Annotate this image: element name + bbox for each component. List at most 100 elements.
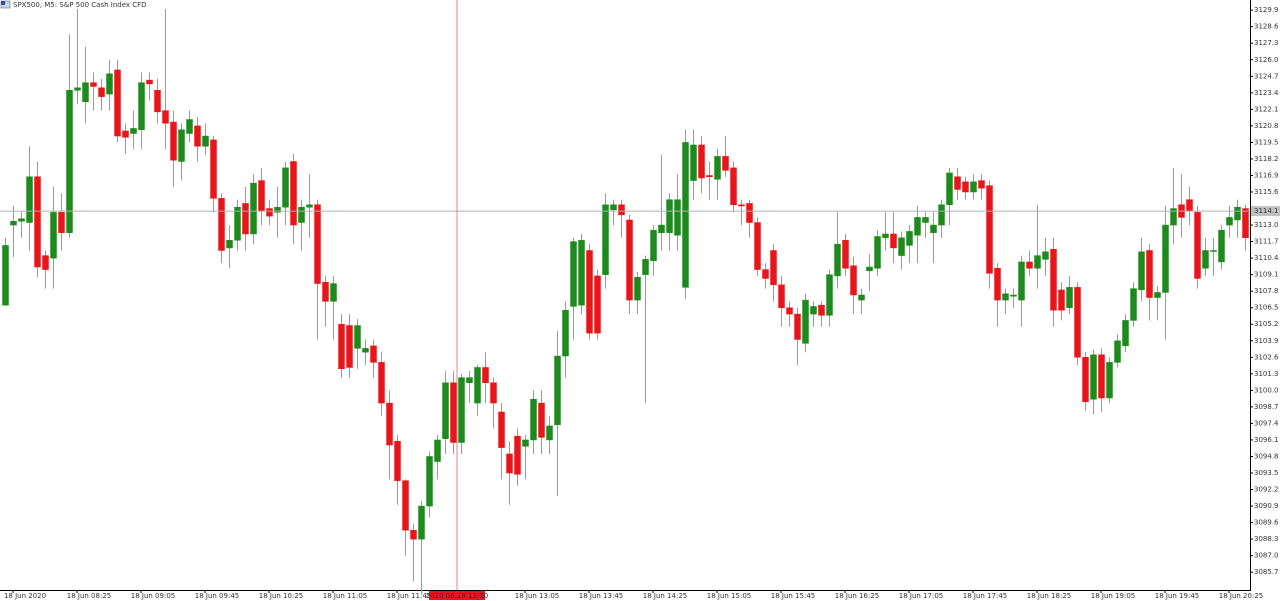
candle-body [130, 128, 137, 134]
candle-body [138, 82, 145, 130]
candle-body [1234, 207, 1241, 221]
x-tick-label: 18 Jun 2020 [4, 592, 46, 600]
x-tick-label: 18 Jun 15:05 [707, 592, 751, 600]
y-tick-label: 3111.7 [1254, 238, 1279, 246]
candle-body [274, 207, 281, 213]
candle-body [1202, 250, 1209, 269]
candle-body [266, 208, 273, 217]
candle-body [434, 439, 441, 462]
candle-body [570, 241, 577, 307]
candle-body [786, 307, 793, 315]
crosshair-label: 2020.06.18 12:20 [426, 592, 488, 600]
candle-body [706, 175, 713, 177]
candle-body [1130, 288, 1137, 321]
candle-body [90, 82, 97, 87]
candle-body [226, 240, 233, 249]
candle-body [306, 204, 313, 208]
x-tick-label: 18 Jun 13:05 [515, 592, 559, 600]
candle-body [1026, 261, 1033, 269]
candle-body [1226, 217, 1233, 226]
candle-body [1218, 229, 1225, 263]
y-tick-label: 3122.1 [1254, 105, 1279, 113]
candle-body [882, 233, 889, 239]
candle-body [178, 129, 185, 162]
candle-body [234, 207, 241, 241]
candle-body [82, 82, 89, 102]
candle-body [874, 236, 881, 269]
candle-body [546, 425, 553, 441]
x-tick-label: 18 Jun 09:05 [131, 592, 175, 600]
candle-body [466, 377, 473, 383]
candle-body [586, 250, 593, 334]
candle-body [490, 382, 497, 404]
candle-body [970, 181, 977, 193]
candle-body [818, 304, 825, 316]
y-tick-label: 3119.5 [1254, 138, 1279, 146]
candle-body [18, 218, 25, 222]
candle-body [770, 250, 777, 286]
y-tick-label: 3096.1 [1254, 436, 1279, 444]
x-tick-label: 18 Jun 17:45 [963, 592, 1007, 600]
candle-body [778, 284, 785, 308]
candle-body [218, 198, 225, 251]
candle-body [794, 313, 801, 340]
y-tick-label: 3100.0 [1254, 386, 1279, 394]
candle-body [1098, 354, 1105, 399]
candle-body [1162, 224, 1169, 293]
candle-body [186, 119, 193, 134]
current-price-label: 3114.1 [1254, 207, 1279, 215]
candle-body [698, 144, 705, 179]
candle-body [762, 269, 769, 279]
y-tick-label: 3126.0 [1254, 56, 1279, 64]
y-tick-label: 3106.5 [1254, 304, 1279, 312]
x-tick-label: 18 Jun 19:45 [1155, 592, 1199, 600]
candle-body [1018, 261, 1025, 301]
candle-body [930, 224, 937, 233]
candle-body [498, 411, 505, 448]
candle-body [338, 323, 345, 370]
y-tick-label: 3124.7 [1254, 72, 1279, 80]
candle-body [1210, 250, 1217, 252]
candle-body [1090, 354, 1097, 400]
candle-body [458, 377, 465, 443]
x-tick-label: 18 Jun 13:45 [579, 592, 623, 600]
candle-body [594, 275, 601, 334]
candle-body [378, 362, 385, 404]
candle-body [842, 240, 849, 269]
y-tick-label: 3109.1 [1254, 271, 1279, 279]
candle-body [258, 180, 265, 212]
candle-body [346, 325, 353, 368]
candle-body [1146, 250, 1153, 298]
y-tick-label: 3087.0 [1254, 552, 1279, 560]
candle-body [578, 240, 585, 306]
chart-title: SPX500, M5: S&P 500 Cash Index CFD [13, 1, 147, 9]
y-tick-label: 3101.3 [1254, 370, 1279, 378]
x-tick-label: 18 Jun 19:05 [1091, 592, 1135, 600]
candle-body [42, 255, 49, 270]
candle-body [1186, 199, 1193, 212]
candle-body [482, 367, 489, 383]
candle-body [834, 243, 841, 277]
y-tick-label: 3113.0 [1254, 221, 1279, 229]
candle-body [522, 439, 529, 447]
candle-body [26, 176, 33, 223]
candle-body [250, 182, 257, 235]
candle-body [58, 212, 65, 233]
candle-body [106, 73, 113, 95]
candle-body [1122, 320, 1129, 347]
candle-body [1082, 357, 1089, 403]
candle-body [122, 130, 129, 138]
candle-body [162, 110, 169, 124]
candle-body [386, 402, 393, 446]
candle-body [730, 167, 737, 205]
y-tick-label: 3089.6 [1254, 519, 1279, 527]
candle-body [194, 125, 201, 147]
candle-body [898, 237, 905, 256]
y-tick-label: 3116.9 [1254, 171, 1279, 179]
candle-body [410, 529, 417, 540]
candle-body [1066, 287, 1073, 308]
candle-body [34, 176, 41, 268]
candle-body [418, 505, 425, 540]
candle-body [210, 139, 217, 199]
